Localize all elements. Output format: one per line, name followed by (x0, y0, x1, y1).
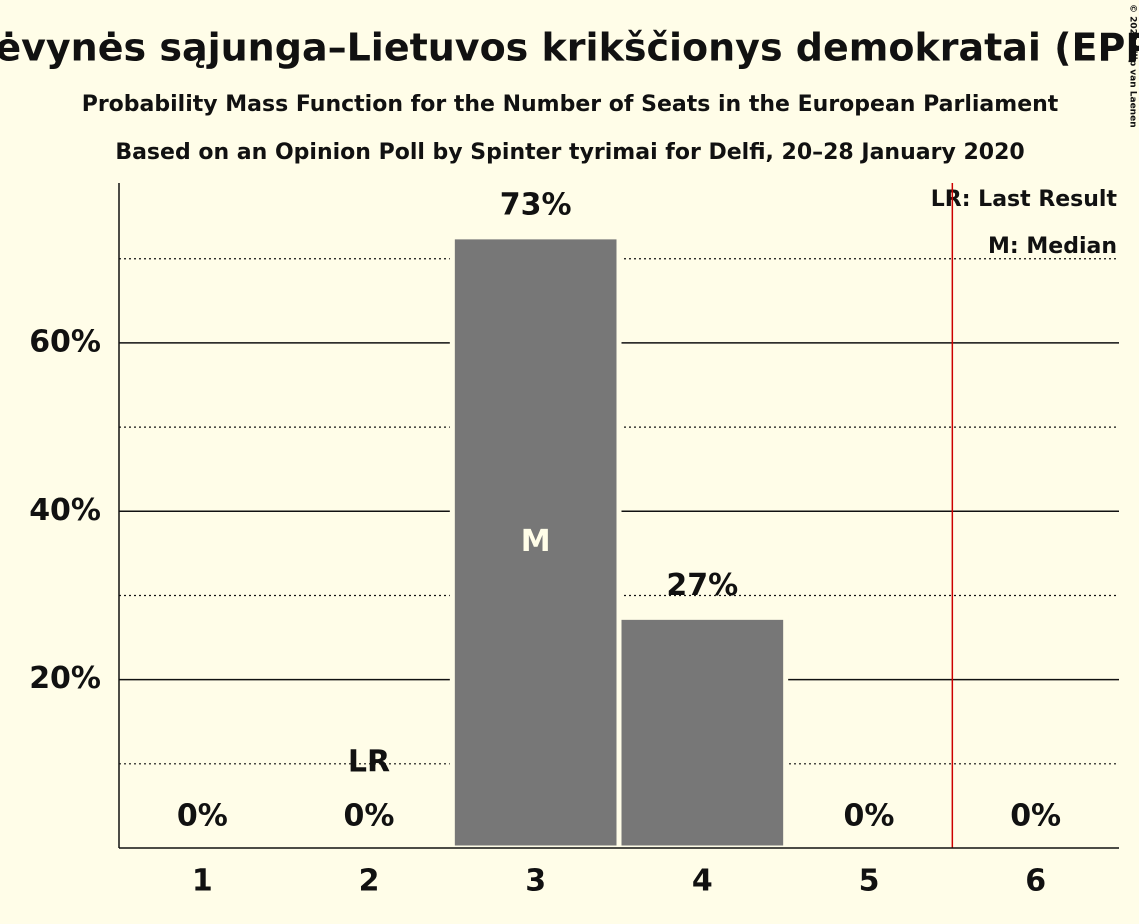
annotation: LR (348, 745, 390, 780)
value-label: 0% (344, 799, 395, 834)
y-tick-label: 20% (29, 661, 101, 696)
value-label: 0% (1010, 799, 1061, 834)
value-label: 73% (500, 187, 572, 222)
bar (616, 614, 789, 851)
chart-subtitle: Based on an Opinion Poll by Spinter tyri… (115, 140, 1024, 165)
x-tick-label: 1 (192, 864, 213, 899)
value-label: 0% (177, 799, 228, 834)
x-tick-label: 5 (859, 864, 880, 899)
y-tick-label: 60% (29, 324, 101, 359)
value-label: 27% (666, 568, 738, 603)
x-tick-label: 6 (1025, 864, 1046, 899)
chart-title: Tėvynės sąjunga–Lietuvos krikščionys dem… (0, 26, 1139, 70)
bar (449, 234, 622, 851)
legend-entry: M: Median (988, 234, 1117, 259)
copyright: © 2020 Filip van Laenen (1128, 4, 1138, 128)
x-tick-label: 3 (525, 864, 546, 899)
annotation: M (521, 524, 551, 559)
y-tick-label: 40% (29, 493, 101, 528)
legend-entry: LR: Last Result (931, 187, 1118, 212)
x-tick-label: 2 (359, 864, 380, 899)
value-label: 0% (844, 799, 895, 834)
x-tick-label: 4 (692, 864, 713, 899)
chart-subtitle: Probability Mass Function for the Number… (82, 92, 1059, 117)
